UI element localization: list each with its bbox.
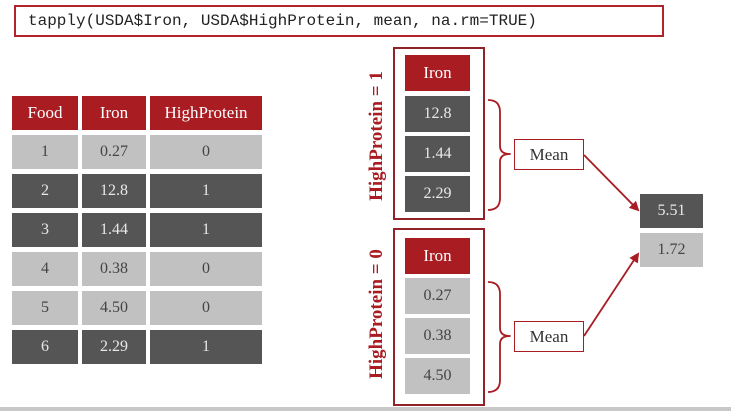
table-cell-food: 5: [12, 291, 78, 325]
column-header-food: Food: [12, 96, 78, 130]
table-cell-iron: 2.29: [82, 330, 146, 364]
code-box: tapply(USDA$Iron, USDA$HighProtein, mean…: [14, 5, 664, 37]
table-cell-highprotein: 0: [150, 252, 262, 286]
table-cell-iron: 0.38: [82, 252, 146, 286]
upper-brace: [487, 99, 511, 211]
table-cell-highprotein: 0: [150, 291, 262, 325]
group-value: 2.29: [405, 176, 470, 212]
table-cell-food: 4: [12, 252, 78, 286]
table-cell-food: 1: [12, 135, 78, 169]
arrow-to-result-2: [583, 252, 640, 337]
bottom-divider: [0, 407, 731, 411]
table-cell-iron: 0.27: [82, 135, 146, 169]
mean-box-lower: Mean: [514, 321, 584, 352]
column-header-highprotein: HighProtein: [150, 96, 262, 130]
table-cell-iron: 1.44: [82, 213, 146, 247]
table-cell-food: 3: [12, 213, 78, 247]
group-header-iron: Iron: [405, 238, 470, 274]
group-box-highprotein-1: [393, 47, 485, 220]
table-cell-highprotein: 1: [150, 213, 262, 247]
mean-box-upper: Mean: [514, 139, 584, 170]
group-value: 12.8: [405, 96, 470, 132]
result-value-highprotein-0: 1.72: [640, 233, 703, 267]
table-cell-iron: 12.8: [82, 174, 146, 208]
table-cell-highprotein: 1: [150, 174, 262, 208]
column-header-iron: Iron: [82, 96, 146, 130]
group-header-iron: Iron: [405, 55, 470, 91]
group-value: 0.27: [405, 278, 470, 314]
table-cell-food: 2: [12, 174, 78, 208]
table-cell-food: 6: [12, 330, 78, 364]
lower-brace: [487, 281, 511, 393]
arrow-to-result-1: [583, 154, 640, 212]
table-cell-highprotein: 1: [150, 330, 262, 364]
table-cell-iron: 4.50: [82, 291, 146, 325]
table-cell-highprotein: 0: [150, 135, 262, 169]
group-value: 4.50: [405, 358, 470, 394]
result-value-highprotein-1: 5.51: [640, 194, 703, 228]
group-value: 0.38: [405, 318, 470, 354]
group-value: 1.44: [405, 136, 470, 172]
group-box-highprotein-0: [393, 228, 485, 406]
